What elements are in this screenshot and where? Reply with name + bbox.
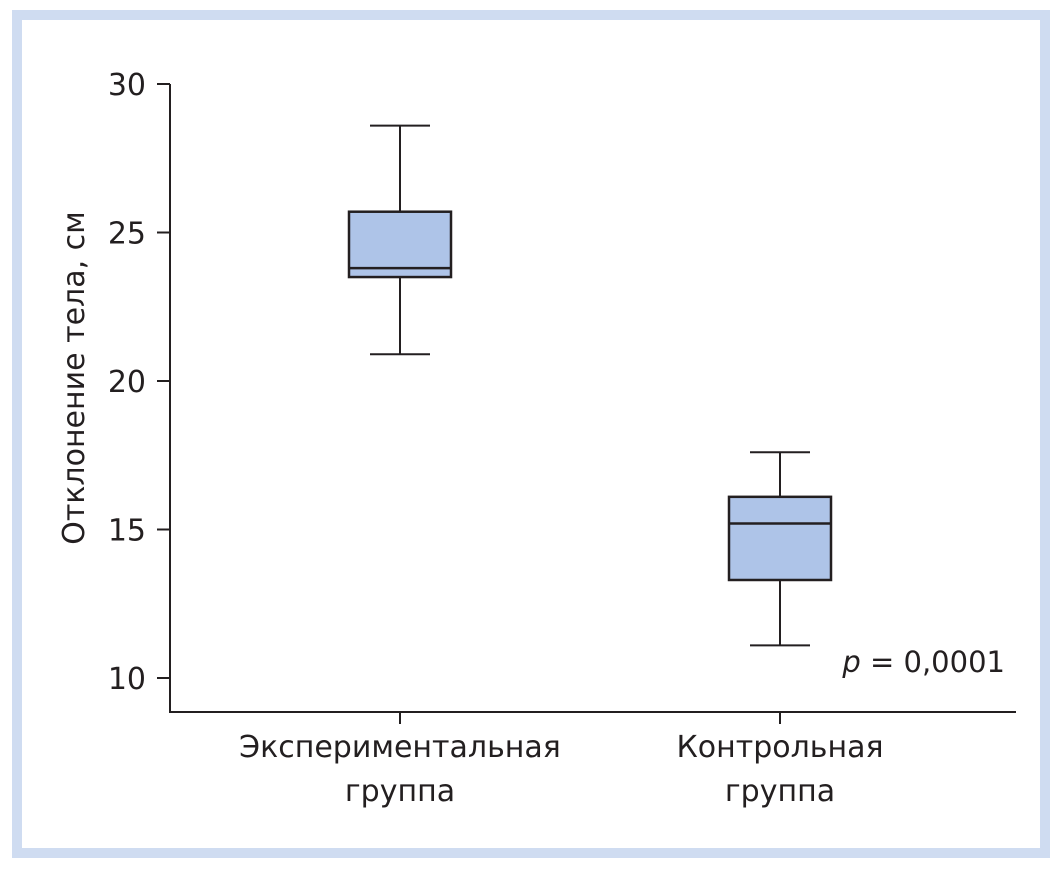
chart-frame xyxy=(12,10,1050,858)
y-tick-label: 25 xyxy=(108,217,146,252)
y-tick-label: 30 xyxy=(108,68,146,103)
p-value-annotation: p = 0,0001 xyxy=(841,645,1005,679)
box-1 xyxy=(727,451,833,647)
box-0 xyxy=(347,124,453,356)
p-value-text: = 0,0001 xyxy=(861,645,1005,679)
x-tick-label-line1: Контрольная xyxy=(676,730,883,765)
y-tick-label: 10 xyxy=(108,662,146,697)
y-axis-label: Отклонение тела, см xyxy=(57,211,92,545)
x-tick-label-line2: группа xyxy=(345,774,455,809)
x-tick-label-line1: Экспериментальная xyxy=(239,730,561,765)
p-symbol: p xyxy=(841,645,860,679)
iqr-box xyxy=(347,210,453,279)
y-tick-label: 15 xyxy=(108,514,146,549)
axes xyxy=(169,84,1016,713)
y-tick-label: 20 xyxy=(108,365,146,400)
iqr-box xyxy=(727,495,833,582)
x-tick-label-line2: группа xyxy=(725,774,835,809)
